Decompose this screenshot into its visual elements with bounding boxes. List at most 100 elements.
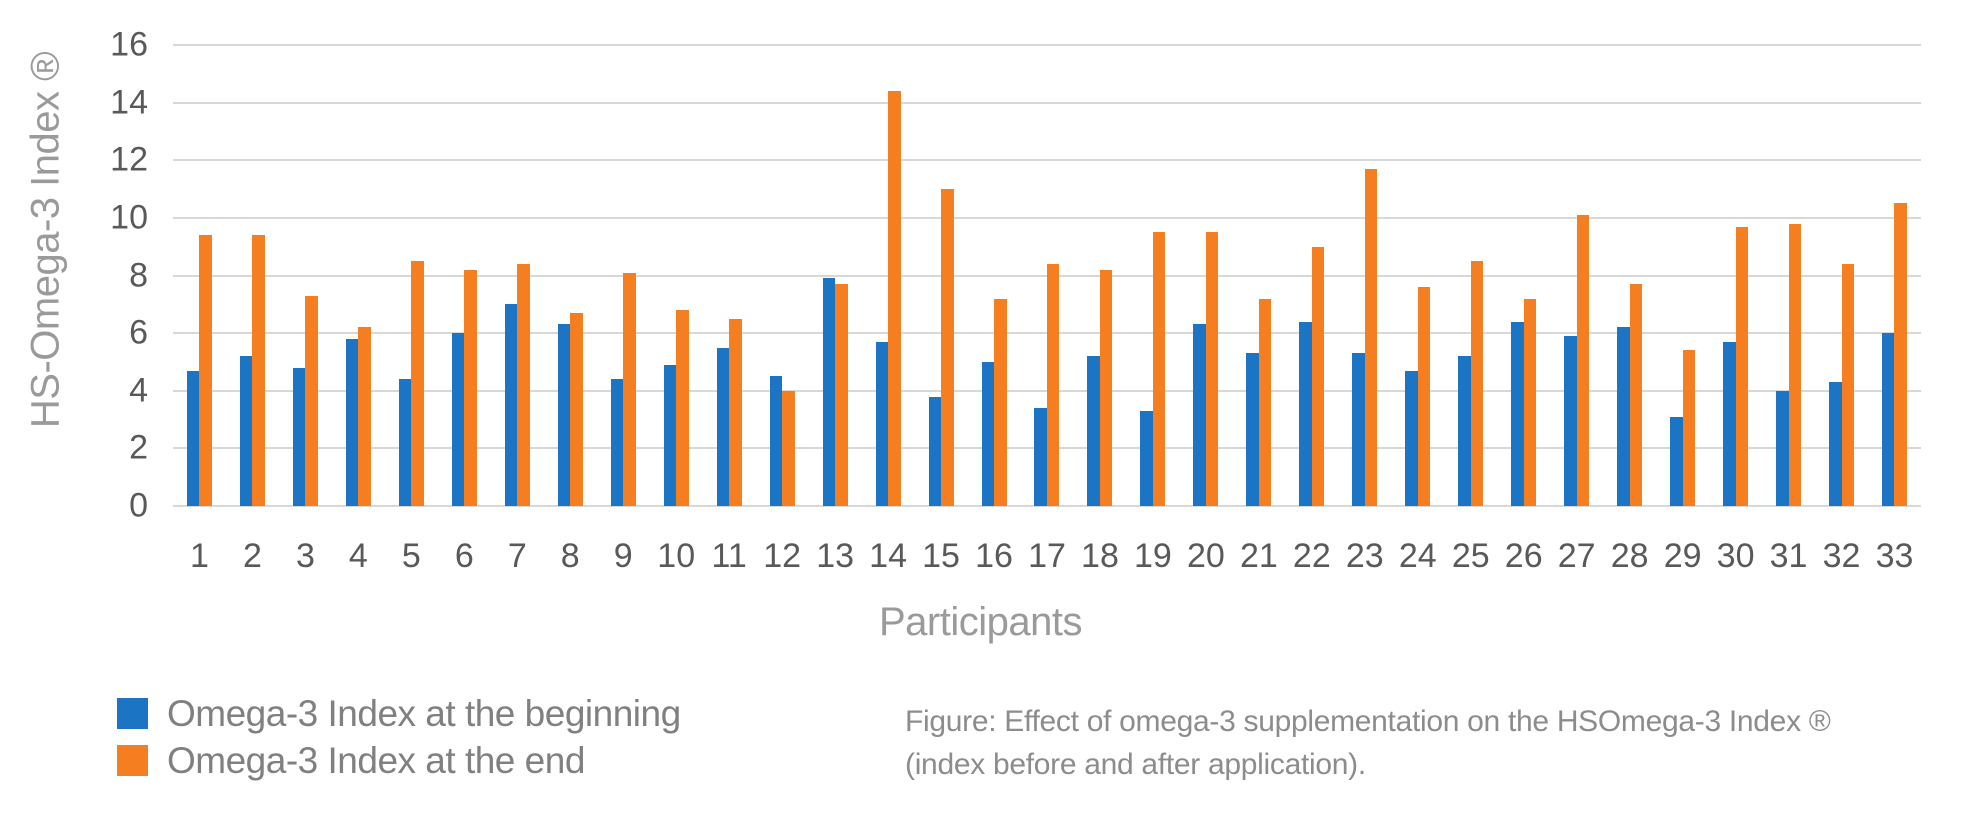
bar-group-participant-32 — [1815, 45, 1868, 506]
x-tick-label-10: 10 — [657, 537, 696, 575]
legend-swatch-beginning — [117, 698, 148, 729]
bar-group-participant-1 — [173, 45, 226, 506]
x-tick-label-5: 5 — [401, 537, 421, 575]
bar-beginning-participant-21 — [1246, 353, 1259, 506]
x-tick-label-15: 15 — [922, 537, 960, 575]
bar-group-participant-27 — [1550, 45, 1603, 506]
legend-label-beginning: Omega-3 Index at the beginning — [167, 692, 681, 734]
y-tick-label-8: 8 — [129, 256, 148, 294]
bar-end-participant-27 — [1576, 215, 1590, 506]
bar-end-participant-31 — [1788, 223, 1802, 506]
bar-beginning-participant-28 — [1617, 327, 1630, 506]
bar-beginning-participant-18 — [1087, 356, 1100, 506]
bar-end-participant-33 — [1894, 203, 1907, 506]
x-tick-label-23: 23 — [1345, 537, 1384, 575]
bar-end-participant-29 — [1682, 350, 1696, 506]
bar-end-participant-24 — [1417, 287, 1431, 506]
gridline-y10 — [173, 216, 1921, 219]
bars-layer — [173, 45, 1921, 506]
bar-end-participant-28 — [1629, 284, 1643, 506]
bar-end-participant-12 — [782, 390, 795, 506]
x-tick-label-29: 29 — [1663, 537, 1702, 575]
bar-beginning-participant-11 — [716, 347, 730, 506]
bar-group-participant-23 — [1338, 45, 1391, 506]
bar-end-participant-22 — [1311, 246, 1325, 506]
bar-group-participant-6 — [438, 45, 491, 506]
bar-end-participant-21 — [1258, 298, 1272, 506]
x-tick-label-12: 12 — [763, 537, 802, 575]
bar-beginning-participant-19 — [1140, 410, 1153, 506]
x-axis-tick-labels: 1 2 3 4 5 6 7 8 9 10 11 12 13 14 15 16 17 18 19 20 21 22 23 24 2… — [173, 537, 1921, 576]
x-tick-label-17: 17 — [1028, 537, 1066, 575]
bar-end-participant-32 — [1841, 263, 1855, 506]
x-tick-label-8: 8 — [560, 537, 580, 575]
x-tick-label-11: 11 — [711, 537, 747, 575]
y-tick-label-10: 10 — [110, 198, 148, 237]
bar-beginning-participant-5 — [398, 379, 412, 506]
bar-group-participant-8 — [544, 45, 597, 506]
bar-beginning-participant-26 — [1511, 321, 1524, 506]
x-tick-label-1: 1 — [190, 537, 209, 575]
bar-beginning-participant-4 — [345, 338, 359, 506]
bar-group-participant-14 — [862, 45, 915, 506]
bar-group-participant-19 — [1126, 45, 1179, 506]
bar-group-participant-3 — [279, 45, 332, 506]
bar-beginning-participant-30 — [1723, 341, 1736, 506]
bar-group-participant-17 — [1021, 45, 1074, 506]
bar-group-participant-12 — [756, 45, 809, 506]
bar-end-participant-30 — [1735, 226, 1749, 506]
x-tick-label-31: 31 — [1769, 537, 1808, 575]
x-tick-label-3: 3 — [295, 537, 315, 575]
bar-beginning-participant-3 — [292, 367, 306, 506]
x-tick-label-20: 20 — [1186, 537, 1225, 575]
bar-end-participant-23 — [1364, 168, 1378, 506]
legend-label-end: Omega-3 Index at the end — [167, 739, 585, 781]
bar-end-participant-3 — [305, 295, 318, 506]
x-tick-label-28: 28 — [1610, 537, 1649, 575]
y-tick-label-16: 16 — [110, 25, 148, 64]
bar-group-participant-7 — [491, 45, 544, 506]
bar-group-participant-4 — [332, 45, 385, 506]
gridline-y12 — [173, 159, 1921, 162]
x-tick-label-9: 9 — [613, 537, 633, 575]
bar-beginning-participant-1 — [186, 370, 200, 506]
legend: Omega-3 Index at the beginning Omega-3 I… — [117, 693, 681, 791]
y-tick-label-12: 12 — [110, 140, 148, 179]
bar-end-participant-6 — [464, 269, 477, 506]
bar-group-participant-20 — [1179, 45, 1232, 506]
bar-beginning-participant-32 — [1829, 382, 1842, 506]
bar-beginning-participant-22 — [1299, 321, 1312, 506]
gridline-y0 — [173, 505, 1921, 507]
bar-end-participant-19 — [1152, 232, 1166, 506]
bar-end-participant-10 — [676, 310, 689, 506]
bar-group-participant-22 — [1285, 45, 1338, 506]
bar-end-participant-14 — [888, 91, 901, 506]
x-tick-label-26: 26 — [1504, 537, 1543, 575]
bar-end-participant-2 — [252, 235, 265, 506]
bar-group-participant-15 — [915, 45, 968, 506]
bar-group-participant-30 — [1709, 45, 1762, 506]
bar-beginning-participant-7 — [504, 304, 518, 506]
bar-beginning-participant-23 — [1352, 353, 1365, 506]
bar-group-participant-29 — [1656, 45, 1709, 506]
bar-end-participant-26 — [1523, 298, 1537, 506]
y-tick-label-2: 2 — [129, 428, 148, 467]
bar-group-participant-5 — [385, 45, 438, 506]
x-tick-label-16: 16 — [975, 537, 1013, 575]
bar-beginning-participant-27 — [1564, 336, 1577, 506]
bar-end-participant-17 — [1046, 263, 1060, 506]
x-tick-label-33: 33 — [1875, 537, 1914, 575]
bar-beginning-participant-6 — [451, 333, 465, 506]
figure-caption-line2: (index before and after application). — [905, 748, 1366, 781]
bar-beginning-participant-16 — [981, 361, 995, 506]
bar-group-participant-21 — [1232, 45, 1285, 506]
bar-beginning-participant-2 — [239, 356, 253, 506]
bar-end-participant-18 — [1099, 269, 1113, 506]
bar-end-participant-5 — [411, 261, 424, 506]
y-tick-label-4: 4 — [129, 371, 148, 410]
legend-swatch-end — [117, 745, 148, 776]
bar-end-participant-9 — [623, 272, 636, 506]
bar-group-participant-25 — [1444, 45, 1497, 506]
bar-beginning-participant-10 — [663, 364, 677, 506]
